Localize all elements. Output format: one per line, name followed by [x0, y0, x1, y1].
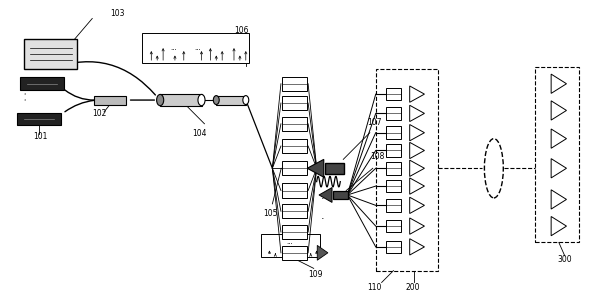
Ellipse shape	[198, 94, 205, 106]
Text: ...: ...	[170, 45, 177, 51]
Text: ·: ·	[321, 214, 324, 224]
Text: 107: 107	[367, 118, 381, 127]
Text: 101: 101	[33, 132, 47, 141]
Bar	[282, 117, 307, 131]
Bar	[376, 69, 437, 271]
Text: 108: 108	[370, 152, 384, 162]
Text: 104: 104	[192, 129, 207, 138]
Text: 106: 106	[234, 26, 249, 35]
Polygon shape	[317, 245, 328, 260]
Bar	[282, 96, 307, 110]
Polygon shape	[410, 218, 424, 234]
Bar	[143, 33, 249, 63]
Bar	[282, 77, 307, 91]
Bar	[17, 114, 61, 125]
Polygon shape	[410, 160, 424, 176]
Bar	[20, 77, 64, 90]
Bar	[24, 39, 78, 69]
Text: ...: ...	[286, 239, 292, 245]
Text: 109: 109	[308, 270, 322, 279]
Polygon shape	[410, 239, 424, 255]
Bar	[282, 246, 307, 260]
Polygon shape	[410, 142, 424, 159]
Bar	[325, 163, 344, 174]
Bar	[282, 183, 307, 198]
Bar	[386, 241, 401, 253]
Bar	[282, 204, 307, 218]
Polygon shape	[410, 197, 424, 213]
Text: °
°
°: ° ° °	[23, 87, 25, 104]
Polygon shape	[319, 187, 332, 202]
Bar	[282, 225, 307, 239]
Ellipse shape	[243, 96, 249, 105]
Polygon shape	[551, 101, 567, 120]
Polygon shape	[551, 74, 567, 93]
Bar	[282, 161, 307, 176]
Bar	[386, 162, 401, 175]
Text: 110: 110	[367, 283, 381, 292]
Text: ·: ·	[321, 194, 324, 204]
Polygon shape	[551, 216, 567, 236]
Bar	[386, 88, 401, 100]
Text: 105: 105	[263, 209, 278, 218]
Ellipse shape	[157, 94, 164, 106]
Polygon shape	[410, 105, 424, 122]
Text: 102: 102	[92, 109, 107, 118]
Text: ...: ...	[194, 45, 201, 51]
Text: 103: 103	[110, 9, 124, 18]
Bar	[386, 220, 401, 232]
Polygon shape	[551, 190, 567, 209]
Text: 200: 200	[406, 283, 420, 292]
Polygon shape	[410, 178, 424, 194]
Polygon shape	[551, 159, 567, 178]
Polygon shape	[307, 159, 324, 177]
Bar	[216, 96, 246, 105]
Bar	[160, 94, 201, 106]
Polygon shape	[410, 125, 424, 141]
Bar	[386, 180, 401, 192]
Polygon shape	[410, 86, 424, 102]
Bar	[386, 126, 401, 139]
Polygon shape	[551, 129, 567, 148]
Bar	[535, 67, 580, 243]
Bar	[386, 199, 401, 212]
Bar	[333, 191, 348, 199]
Bar	[94, 96, 126, 105]
Bar	[386, 144, 401, 157]
Bar	[282, 139, 307, 153]
Bar	[386, 107, 401, 119]
Bar	[260, 234, 320, 257]
Ellipse shape	[213, 96, 219, 105]
Text: 300: 300	[557, 255, 572, 264]
